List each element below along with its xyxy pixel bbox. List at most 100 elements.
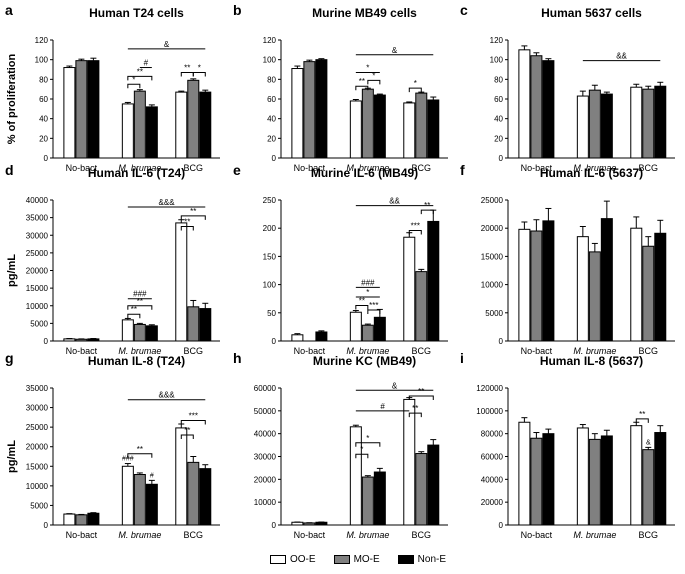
panel-d: d Human IL-6 (T24) 0 5000 10000 15000 20000 250…: [5, 162, 220, 356]
panel-letter: g: [5, 350, 14, 366]
significance-bracket: [127, 305, 153, 310]
bar-mo-e: [75, 514, 88, 526]
y-tick-label: 5000: [30, 501, 48, 510]
y-tick-label: 20: [267, 134, 276, 143]
significance-label: &&&: [159, 198, 176, 207]
bar-mo-e: [361, 88, 374, 159]
bar-oo-e: [175, 91, 188, 159]
bar-non-e: [145, 483, 158, 526]
bar-oo-e: [175, 427, 188, 526]
significance-bracket: [408, 395, 434, 400]
y-tick-label: 200: [263, 224, 277, 233]
significance-bracket: [127, 313, 141, 319]
significance-label: **: [359, 77, 365, 86]
significance-bracket: [127, 75, 153, 81]
bar-non-e: [600, 218, 613, 342]
y-tick-label: 100000: [476, 407, 503, 416]
y-tick-label: 10000: [26, 302, 49, 311]
x-category-label: No-bact: [66, 346, 98, 356]
panel-title: Human IL-8 (T24): [88, 354, 185, 368]
bar-mo-e: [303, 61, 316, 159]
bar-mo-e: [642, 245, 655, 342]
y-tick-label: 15000: [26, 284, 49, 293]
significance-bracket: [180, 434, 194, 439]
significance-bracket: [127, 453, 153, 458]
bar-mo-e: [133, 474, 146, 526]
significance-label: **: [424, 201, 430, 210]
panel-letter: h: [233, 350, 242, 366]
bar-non-e: [315, 521, 328, 526]
significance-label: *: [372, 71, 375, 80]
bar-oo-e: [121, 103, 134, 159]
x-category-label: M. brumae: [573, 530, 616, 540]
bar-oo-e: [403, 236, 416, 342]
panel-title: Murine IL-6 (MB49): [311, 166, 418, 180]
bar-non-e: [373, 471, 386, 526]
panel-title: Human T24 cells: [89, 6, 184, 20]
significance-bracket: [355, 85, 369, 91]
bar-oo-e: [63, 513, 76, 526]
y-tick-label: 80: [39, 75, 48, 84]
bar-mo-e: [361, 324, 374, 342]
significance-label: &: [392, 46, 398, 55]
significance-bracket: [192, 71, 206, 77]
bar-non-e: [199, 91, 212, 159]
x-category-label: M. brumae: [573, 346, 616, 356]
significance-bracket: [635, 418, 649, 423]
legend-item-non-e: Non-E: [397, 554, 446, 565]
significance-label: &&&: [159, 391, 176, 400]
y-tick-label: 40: [39, 115, 48, 124]
bar-oo-e: [403, 398, 416, 526]
y-tick-label: 0: [272, 337, 277, 346]
legend-swatch-oo-e: [270, 555, 286, 564]
bar-non-e: [600, 435, 613, 526]
y-tick-label: 15000: [26, 462, 49, 471]
legend: OO-E MO-E Non-E: [270, 554, 446, 565]
bar-mo-e: [361, 476, 374, 526]
x-category-label: No-bact: [66, 530, 98, 540]
y-tick-label: 30000: [254, 453, 277, 462]
y-tick-label: 30000: [26, 231, 49, 240]
bar-non-e: [373, 316, 386, 342]
bar-oo-e: [175, 222, 188, 342]
x-category-label: BCG: [639, 163, 659, 173]
y-tick-label: 100: [35, 56, 49, 65]
x-category-label: No-bact: [294, 163, 326, 173]
significance-bracket: [127, 83, 141, 89]
y-axis-label: pg/mL: [6, 440, 18, 473]
bar-oo-e: [518, 228, 531, 342]
x-category-label: No-bact: [521, 346, 553, 356]
y-tick-label: 0: [44, 521, 49, 530]
bar-oo-e: [403, 102, 416, 159]
significance-label: ***: [411, 221, 420, 230]
x-category-label: BCG: [639, 346, 659, 356]
panel-title: Human 5637 cells: [541, 6, 642, 20]
y-tick-label: 10000: [254, 498, 277, 507]
bar-oo-e: [291, 68, 304, 159]
panel-letter: b: [233, 2, 242, 18]
y-tick-label: 50: [267, 309, 276, 318]
bar-non-e: [542, 433, 555, 526]
bar-oo-e: [291, 521, 304, 526]
y-tick-label: 25000: [481, 196, 504, 205]
significance-bracket: [367, 79, 381, 85]
legend-swatch-mo-e: [333, 555, 350, 564]
significance-bracket: [180, 419, 206, 425]
y-tick-label: 60: [494, 95, 503, 104]
significance-label: *: [366, 63, 369, 72]
y-tick-label: 120: [263, 36, 277, 45]
significance-bracket: [355, 304, 369, 310]
x-category-label: No-bact: [294, 530, 326, 540]
bar-mo-e: [187, 306, 200, 342]
significance-label: #: [144, 59, 149, 68]
bar-oo-e: [630, 425, 643, 526]
legend-item-oo-e: OO-E: [270, 554, 316, 565]
y-tick-label: 40: [267, 115, 276, 124]
panel-i: i Human IL-8 (5637) 0 20000 40000 60000 80000 1…: [460, 350, 675, 540]
bar-non-e: [427, 220, 440, 342]
panel-letter: f: [460, 162, 465, 178]
significance-label: **: [412, 404, 418, 413]
bar-mo-e: [75, 338, 88, 342]
bar-mo-e: [133, 90, 146, 159]
bar-oo-e: [121, 319, 134, 342]
